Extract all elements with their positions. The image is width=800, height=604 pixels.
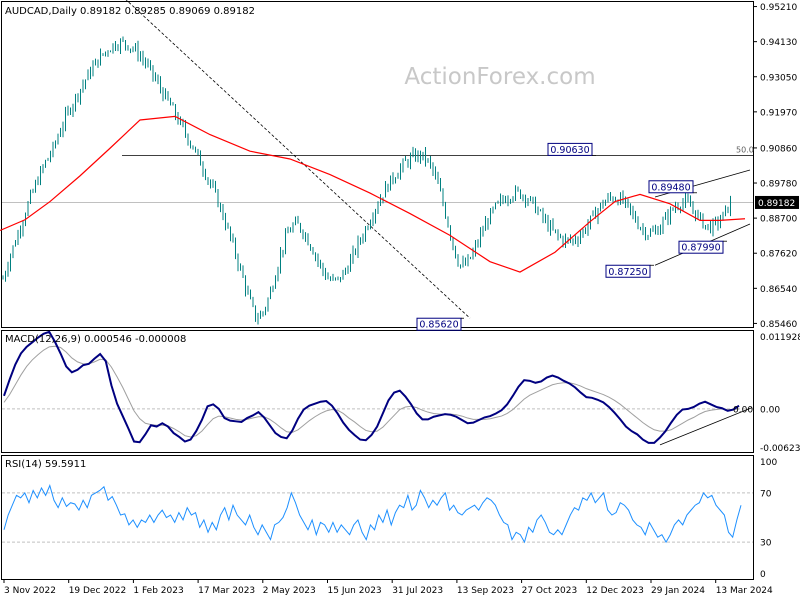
rsi-panel-frame <box>1 455 754 580</box>
ma-series-line <box>0 115 746 273</box>
price-panel-frame <box>1 1 754 328</box>
macd-zero-label: 0.00 <box>733 405 753 415</box>
date-tick-label: 13 Sep 2023 <box>457 586 514 596</box>
macd-series <box>3 330 753 446</box>
price-tick-label: 0.95210 <box>760 3 797 13</box>
macd-trendline <box>659 407 753 446</box>
rsi-series <box>3 484 742 544</box>
price-label-text: 0.85620 <box>419 320 458 331</box>
price-label-box <box>678 240 724 254</box>
price-label-text: 0.89480 <box>651 182 690 193</box>
price-label-box <box>605 264 651 278</box>
price-tick-label: 0.89780 <box>760 180 797 190</box>
macd-tick-label: 0.00 <box>760 405 780 415</box>
date-tick-label: 3 Nov 2022 <box>4 586 56 596</box>
price-annotation-labels: 0.954500.856200.906300.894800.879900.872… <box>416 142 727 331</box>
date-tick-label: 19 Dec 2022 <box>69 586 127 596</box>
price-label-box <box>648 180 694 194</box>
date-tick-label: 1 Feb 2023 <box>133 586 183 596</box>
rsi-tick-label: 30 <box>760 539 772 549</box>
date-tick-label: 12 Dec 2023 <box>586 586 644 596</box>
price-tick-label: 0.86540 <box>760 285 797 295</box>
date-tick-label: 15 Jun 2023 <box>328 586 382 596</box>
price-tick-label: 0.91970 <box>760 108 797 118</box>
date-tick-label: 13 Mar 2024 <box>716 586 773 596</box>
down-trendline <box>125 0 471 319</box>
price-label-text: 0.90630 <box>550 145 589 156</box>
price-label-text: 0.87990 <box>681 243 720 254</box>
price-tick-label: 0.85460 <box>760 320 797 330</box>
price-tick-label: 0.88700 <box>760 215 797 225</box>
macd-axis: 0.011928 0.00 -0.006232 0.00 <box>733 333 800 454</box>
rsi-tick-label: 0 <box>760 570 766 580</box>
date-tick-label: 17 Mar 2023 <box>198 586 255 596</box>
rsi-line <box>3 484 742 544</box>
price-tick-label: 0.94130 <box>760 38 797 48</box>
price-candles <box>2 36 731 325</box>
price-axis: 0.95210 0.94130 0.93050 0.91970 0.90860 0.897… <box>753 3 799 330</box>
symbol-readout: AUDCAD,Daily 0.89182 0.89285 0.89069 0.8… <box>5 6 255 17</box>
rsi-gridlines <box>2 492 753 543</box>
macd-tick-label: -0.006232 <box>760 444 800 454</box>
macd-tick-label: 0.011928 <box>760 333 800 343</box>
price-label-box <box>547 142 593 156</box>
date-axis: 3 Nov 2022 19 Dec 2022 1 Feb 2023 17 Mar 20… <box>3 579 773 596</box>
moving-average-line <box>0 115 746 273</box>
rsi-tick-label: 70 <box>760 489 772 499</box>
price-label-text: 0.87250 <box>608 267 647 278</box>
date-tick-label: 29 Jan 2024 <box>651 586 705 596</box>
fib-50-label: 50.0 <box>736 145 754 154</box>
current-price-value: 0.89182 <box>758 199 795 209</box>
date-tick-label: 2 May 2023 <box>263 586 316 596</box>
date-tick-label: 27 Oct 2023 <box>522 586 578 596</box>
rsi-title: RSI(14) 59.5911 <box>5 459 86 470</box>
price-tick-label: 0.90860 <box>760 144 797 154</box>
price-tick-label: 0.87620 <box>760 250 797 260</box>
macd-line <box>3 330 740 444</box>
macd-title: MACD(12,26,9) 0.000546 -0.000008 <box>5 334 186 345</box>
rsi-tick-label: 100 <box>760 458 777 468</box>
price-tick-label: 0.93050 <box>760 73 797 83</box>
macd-panel-frame <box>1 330 754 453</box>
date-tick-label: 31 Jul 2023 <box>392 586 443 596</box>
rsi-axis: 100 70 30 0 <box>760 458 777 580</box>
price-label-box <box>416 317 462 331</box>
current-price-tag <box>755 195 799 209</box>
watermark: ActionForex.com <box>404 64 595 90</box>
macd-signal-line <box>3 345 740 438</box>
